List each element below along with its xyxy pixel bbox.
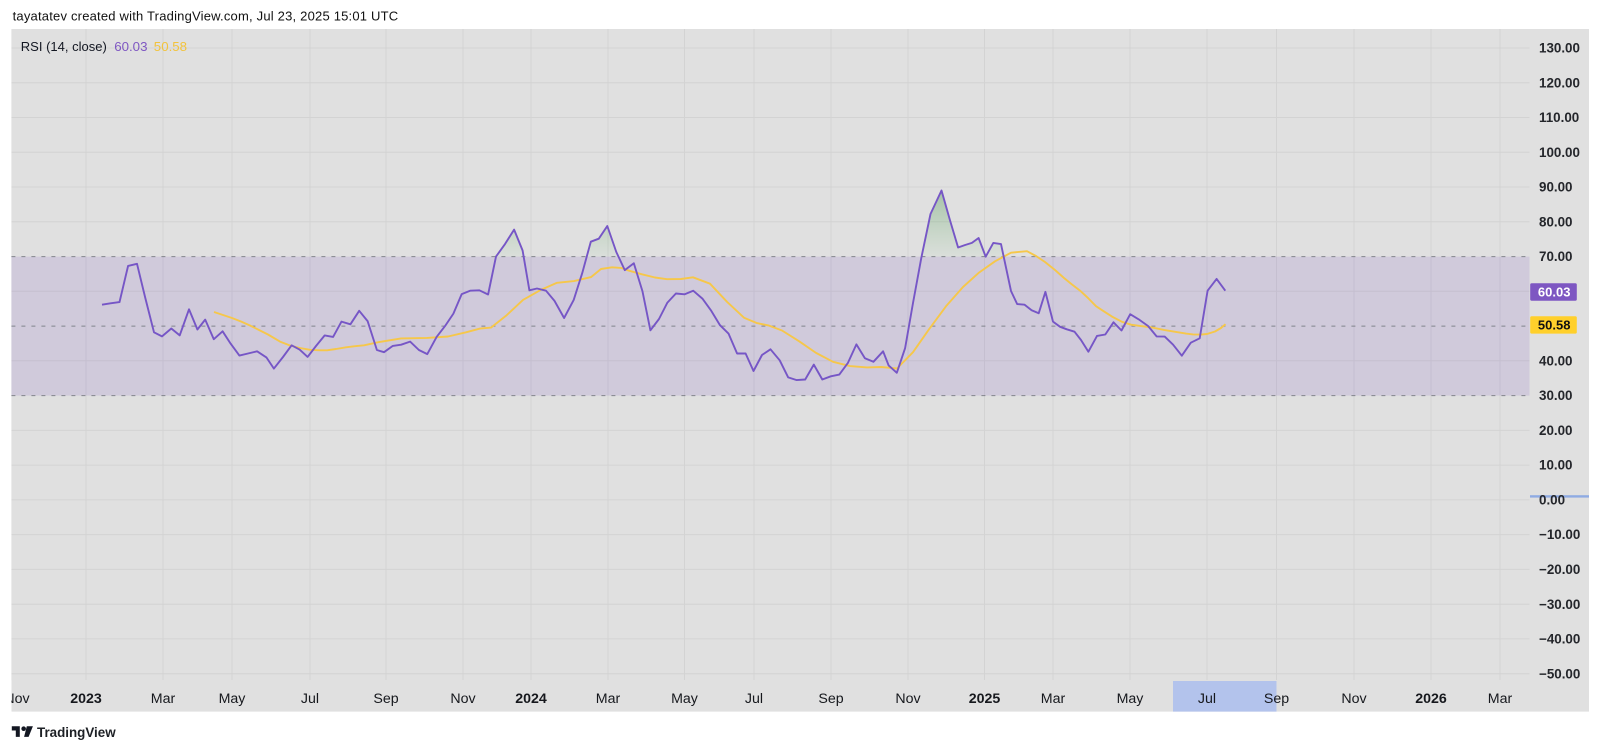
svg-text:50.58: 50.58 [154,39,187,54]
svg-text:2025: 2025 [969,691,1001,707]
svg-text:60.03: 60.03 [114,39,147,54]
svg-text:Mar: Mar [596,691,621,707]
svg-text:May: May [671,691,699,707]
svg-text:110.00: 110.00 [1539,110,1579,125]
svg-text:−30.00: −30.00 [1539,597,1580,612]
svg-text:−10.00: −10.00 [1539,527,1580,542]
svg-text:Sep: Sep [818,691,843,707]
svg-text:RSI (14, close): RSI (14, close) [21,39,107,54]
svg-text:50.58: 50.58 [1538,318,1571,333]
svg-text:Nov: Nov [895,691,921,707]
svg-text:Sep: Sep [1264,691,1289,707]
svg-text:Jul: Jul [745,691,763,707]
svg-text:90.00: 90.00 [1539,180,1573,195]
svg-text:120.00: 120.00 [1539,75,1580,90]
svg-text:Nov: Nov [1341,691,1367,707]
svg-text:TradingView: TradingView [37,725,116,740]
svg-text:tayatatev created with Trading: tayatatev created with TradingView.com, … [13,9,399,24]
svg-text:0.00: 0.00 [1539,493,1565,508]
svg-text:2024: 2024 [515,691,547,707]
svg-text:130.00: 130.00 [1539,41,1580,56]
svg-text:10.00: 10.00 [1539,458,1573,473]
svg-text:Jul: Jul [1198,691,1216,707]
svg-text:−50.00: −50.00 [1539,666,1580,681]
svg-text:−20.00: −20.00 [1539,562,1580,577]
svg-text:20.00: 20.00 [1539,423,1573,438]
svg-text:Nov: Nov [450,691,476,707]
svg-text:−40.00: −40.00 [1539,632,1580,647]
svg-text:30.00: 30.00 [1539,388,1573,403]
svg-text:Mar: Mar [151,691,176,707]
svg-text:70.00: 70.00 [1539,249,1573,264]
svg-text:Mar: Mar [1488,691,1513,707]
svg-text:2023: 2023 [70,691,102,707]
svg-text:80.00: 80.00 [1539,214,1573,229]
svg-text:2026: 2026 [1415,691,1447,707]
svg-text:Mar: Mar [1041,691,1066,707]
svg-text:Jul: Jul [301,691,319,707]
svg-text:May: May [1117,691,1145,707]
svg-text:Sep: Sep [373,691,398,707]
svg-text:May: May [219,691,247,707]
svg-text:100.00: 100.00 [1539,145,1580,160]
svg-text:60.03: 60.03 [1538,285,1571,300]
svg-text:40.00: 40.00 [1539,353,1573,368]
